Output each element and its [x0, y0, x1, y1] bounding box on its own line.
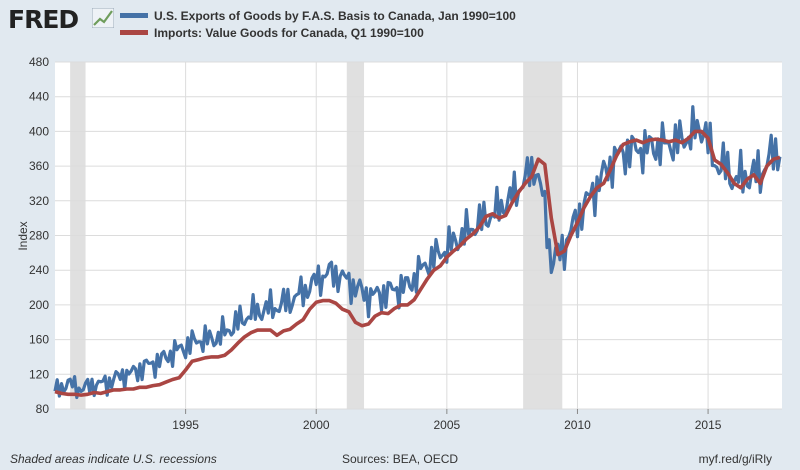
- y-tick-label-120: 120: [29, 367, 49, 381]
- legend-label-exports: U.S. Exports of Goods by F.A.S. Basis to…: [154, 8, 516, 23]
- x-axis-ticks: 1995 2000 2005 2010 2015: [172, 409, 722, 432]
- chart-header: FRED U.S. Exports of Goods by F.A.S. Bas…: [0, 0, 800, 48]
- legend-item-exports: U.S. Exports of Goods by F.A.S. Basis to…: [120, 7, 516, 24]
- y-axis-ticks: 80 120 160 200 240 280 320 360 400 440 480: [29, 55, 49, 416]
- y-tick-label-240: 240: [29, 263, 49, 277]
- legend-swatch-imports: [120, 30, 148, 35]
- series-line-imports: [54, 129, 781, 397]
- series-line-exports: [53, 105, 782, 400]
- y-tick-label-400: 400: [29, 124, 49, 138]
- y-tick-label-280: 280: [29, 229, 49, 243]
- y-tick-label-80: 80: [36, 402, 50, 416]
- y-tick-label-200: 200: [29, 298, 49, 312]
- y-tick-label-320: 320: [29, 194, 49, 208]
- chart-legend: U.S. Exports of Goods by F.A.S. Basis to…: [120, 7, 516, 41]
- x-tick-label-2010: 2010: [564, 418, 591, 432]
- y-tick-label-440: 440: [29, 90, 49, 104]
- y-axis-label: Index: [16, 221, 30, 250]
- legend-swatch-exports: [120, 13, 148, 18]
- fred-logo: FRED: [8, 5, 79, 34]
- recession-note: Shaded areas indicate U.S. recessions: [10, 452, 217, 466]
- y-tick-label-160: 160: [29, 333, 49, 347]
- y-tick-label-360: 360: [29, 159, 49, 173]
- x-tick-label-1995: 1995: [172, 418, 199, 432]
- short-link[interactable]: myf.red/g/iRly: [698, 452, 772, 466]
- series-lines: [53, 105, 782, 400]
- gridlines: [55, 61, 782, 410]
- x-tick-label-2015: 2015: [695, 418, 722, 432]
- x-tick-label-2000: 2000: [303, 418, 330, 432]
- legend-item-imports: Imports: Value Goods for Canada, Q1 1990…: [120, 24, 516, 41]
- legend-label-imports: Imports: Value Goods for Canada, Q1 1990…: [154, 25, 424, 40]
- x-tick-label-2005: 2005: [433, 418, 460, 432]
- y-tick-label-480: 480: [29, 55, 49, 69]
- sources-text: Sources: BEA, OECD: [342, 452, 459, 466]
- line-chart-icon: [92, 8, 114, 28]
